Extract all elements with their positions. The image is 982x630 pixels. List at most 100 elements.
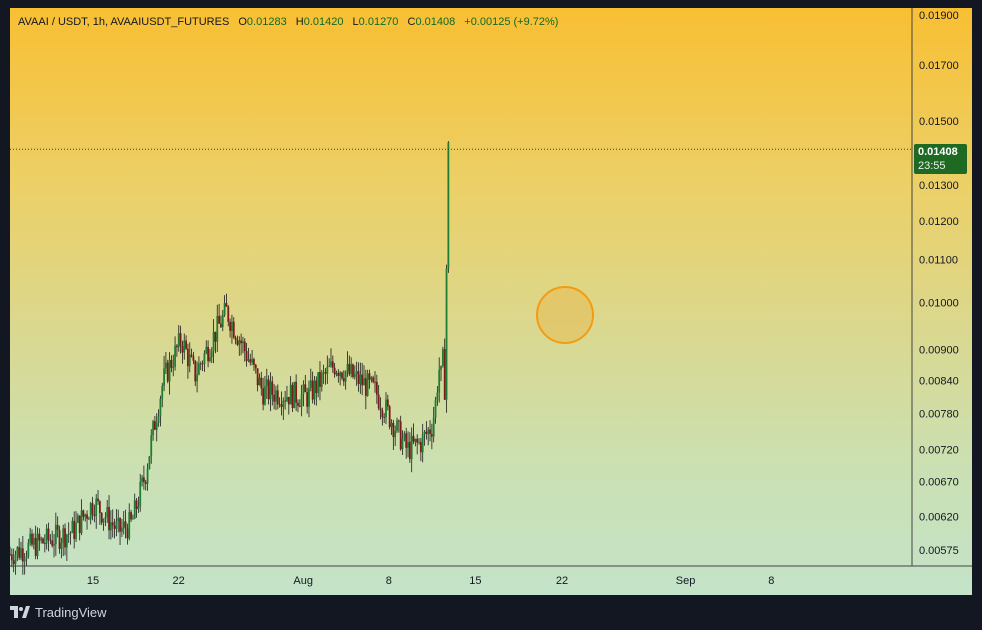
candle-body: [386, 399, 389, 407]
candle-body: [67, 533, 70, 535]
candle-body: [231, 321, 233, 331]
candle-body: [209, 357, 211, 362]
candle-body: [330, 361, 332, 367]
candle-body: [14, 554, 17, 565]
candle-body: [414, 438, 417, 442]
candle-body: [335, 372, 338, 375]
candle-body: [262, 388, 265, 405]
candle-body: [273, 394, 276, 402]
candle-body: [403, 433, 406, 439]
candle-body: [447, 142, 450, 269]
y-tick-label: 0.00780: [919, 409, 959, 421]
x-tick-label: 15: [87, 575, 99, 587]
candle-body: [234, 337, 237, 340]
candle-body: [313, 380, 316, 400]
candle-body: [324, 372, 327, 374]
candle-body: [225, 303, 228, 307]
candle-body: [331, 361, 334, 368]
candle-body: [210, 351, 213, 358]
candle-body: [319, 372, 321, 387]
y-tick-label: 0.00900: [919, 345, 959, 357]
candle-body: [364, 378, 367, 396]
candle-body: [12, 560, 15, 565]
candle-body: [87, 518, 90, 520]
candle-body: [117, 518, 120, 522]
candle-body: [320, 372, 323, 387]
candle-body: [396, 420, 398, 431]
candle-body: [317, 372, 320, 394]
candle-body: [242, 341, 244, 344]
candle-body: [174, 345, 176, 367]
candle-body: [372, 377, 375, 382]
candle-body: [119, 518, 121, 532]
candle-body: [399, 421, 402, 450]
candle-body: [109, 522, 112, 531]
candle-body: [350, 364, 353, 375]
candle-body: [436, 392, 439, 401]
candle-body: [148, 456, 151, 469]
chart-pane[interactable]: 0.01900 0.01700 0.01500 0.01300 0.01200 0.011…: [10, 8, 972, 595]
candle-body: [357, 371, 360, 384]
candle-body: [427, 429, 430, 434]
candle-body: [264, 386, 266, 405]
candle-body: [133, 500, 136, 519]
candle-body: [42, 538, 44, 544]
candle-body: [62, 528, 65, 544]
candle-body: [381, 410, 384, 418]
y-tick-label: 0.01700: [919, 60, 959, 72]
x-tick-label: 22: [556, 575, 568, 587]
candle-body: [93, 514, 96, 517]
price-chart[interactable]: 0.01900 0.01700 0.01500 0.01300 0.01200 0.011…: [10, 8, 972, 595]
candle-body: [388, 406, 391, 428]
open-value: 0.01283: [246, 16, 287, 28]
candle-body: [245, 351, 248, 361]
candle-body: [383, 417, 386, 418]
candle-body: [71, 520, 74, 533]
candle-body: [298, 405, 301, 407]
candle-body: [135, 500, 138, 509]
candle-body: [429, 429, 431, 435]
x-tick-label: 22: [173, 575, 185, 587]
candle-body: [410, 435, 413, 460]
candle-body: [418, 442, 420, 443]
candle-body: [284, 400, 287, 402]
tradingview-logo[interactable]: TradingView: [10, 603, 107, 621]
brand-name: TradingView: [35, 604, 107, 620]
candle-body: [390, 422, 393, 428]
candle-body: [282, 400, 285, 408]
candle-body: [27, 542, 30, 557]
candle-body: [10, 554, 13, 561]
candle-body: [232, 321, 235, 338]
candle-body: [122, 521, 125, 528]
candle-body: [172, 366, 175, 368]
candle-body: [434, 400, 437, 418]
y-tick-label: 0.01300: [919, 180, 959, 192]
candle-body: [223, 303, 226, 315]
candle-body: [179, 333, 182, 346]
y-axis-labels: 0.01900 0.01700 0.01500 0.01300 0.01200 0.011…: [919, 10, 959, 557]
candle-body: [276, 390, 279, 405]
candle-body: [185, 340, 187, 349]
candle-body: [440, 365, 442, 370]
candle-body: [445, 268, 448, 400]
candle-body: [139, 481, 142, 507]
candle-body: [306, 392, 309, 407]
candle-body: [113, 525, 116, 529]
candle-body: [166, 362, 169, 382]
candle-body: [203, 353, 206, 364]
candle-body: [38, 533, 41, 541]
candle-body: [297, 402, 299, 406]
candle-body: [352, 364, 354, 377]
candle-body: [344, 371, 347, 382]
candle-body: [328, 366, 331, 367]
candle-body: [111, 522, 114, 526]
candle-body: [212, 331, 215, 352]
candle-body: [194, 360, 197, 382]
candle-body: [355, 371, 358, 375]
candle-body: [100, 512, 103, 523]
candle-body: [31, 533, 33, 545]
candle-body: [32, 537, 35, 545]
candle-body: [49, 540, 52, 541]
candle-body: [18, 547, 21, 558]
candle-body: [441, 349, 444, 366]
